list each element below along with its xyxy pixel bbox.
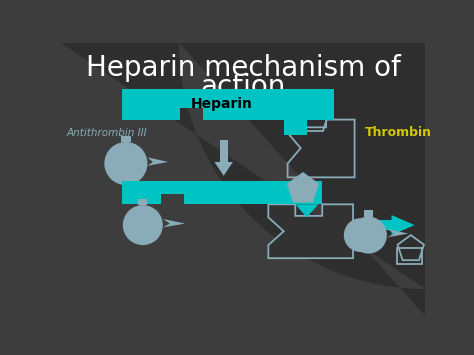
Polygon shape: [268, 204, 353, 258]
Polygon shape: [61, 43, 425, 316]
Polygon shape: [138, 199, 147, 205]
Text: Thrombin: Thrombin: [365, 126, 432, 139]
Polygon shape: [147, 157, 168, 166]
Polygon shape: [122, 89, 334, 135]
Text: action: action: [200, 73, 286, 102]
Text: Heparin: Heparin: [191, 97, 253, 111]
Circle shape: [104, 142, 147, 185]
Polygon shape: [364, 211, 373, 217]
Polygon shape: [121, 136, 130, 142]
Circle shape: [350, 217, 387, 253]
Polygon shape: [163, 219, 185, 228]
Text: Antithrombin III: Antithrombin III: [66, 128, 147, 138]
Polygon shape: [359, 220, 395, 230]
Polygon shape: [214, 162, 233, 176]
Polygon shape: [220, 140, 228, 164]
Circle shape: [123, 205, 163, 245]
Circle shape: [344, 218, 378, 252]
Polygon shape: [287, 172, 319, 203]
Polygon shape: [387, 229, 409, 237]
Polygon shape: [392, 215, 415, 235]
Polygon shape: [295, 204, 319, 217]
Text: Heparin mechanism of: Heparin mechanism of: [85, 54, 401, 82]
Polygon shape: [122, 181, 322, 204]
